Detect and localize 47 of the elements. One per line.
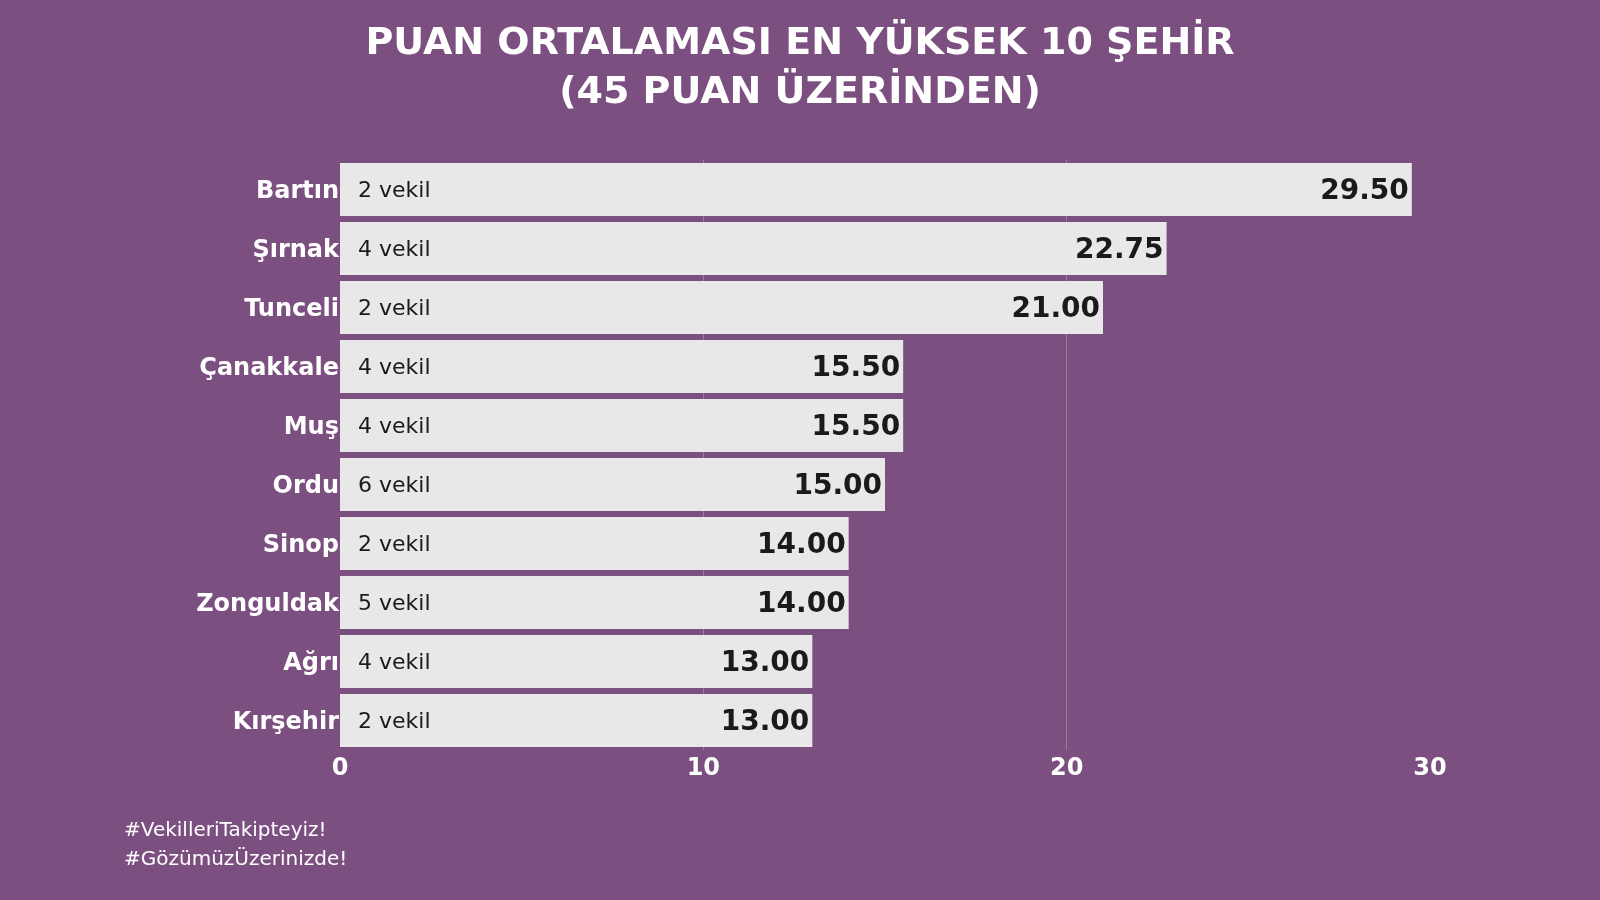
data-label: 21.00 (1011, 291, 1100, 324)
annotation: 2 vekil (358, 177, 431, 202)
x-tick-label: 10 (686, 753, 721, 781)
annotation: 5 vekil (358, 590, 431, 615)
annotation: 6 vekil (358, 472, 431, 497)
annotation: 2 vekil (358, 295, 431, 320)
data-label: 13.00 (720, 645, 810, 678)
y-tick-label: Ağrı (283, 647, 339, 676)
y-tick-label: Bartın (255, 175, 339, 204)
y-tick-label: Sinop (262, 529, 339, 558)
data-label: 14.00 (757, 527, 846, 560)
bar (340, 516, 849, 571)
y-tick-label: Zonguldak (196, 588, 341, 617)
bar (340, 457, 885, 512)
bar (340, 221, 1167, 276)
annotation: 4 vekil (358, 649, 431, 674)
chart-title: PUAN ORTALAMASI EN YÜKSEK 10 ŞEHİR (45 PUAN ÜZERİNDEN) (365, 19, 1235, 113)
annotation: 2 vekil (358, 531, 431, 556)
text: #VekilleriTakipteyiz! (124, 817, 327, 841)
bar (340, 575, 849, 630)
text: #GözümüzÜzerinizde! (124, 846, 348, 870)
y-tick-label: Muş (283, 411, 339, 440)
y-tick-label: Şırnak (252, 234, 341, 263)
bar (340, 339, 904, 394)
data-label: 29.50 (1320, 173, 1409, 206)
x-tick-label: 0 (331, 753, 349, 781)
annotation: 4 vekil (358, 413, 431, 438)
annotation: 2 vekil (358, 708, 431, 733)
annotation: 4 vekil (358, 354, 431, 379)
annotation: 4 vekil (358, 236, 431, 261)
data-label: 14.00 (757, 586, 846, 619)
bar (340, 693, 813, 748)
data-label: 15.50 (811, 409, 901, 442)
data-label: 15.00 (793, 468, 882, 501)
x-tick-label: 30 (1413, 753, 1447, 781)
data-label: 22.75 (1075, 232, 1164, 265)
y-tick-label: Çanakkale (199, 352, 339, 381)
x-tick-label: 20 (1049, 753, 1084, 781)
bar (340, 398, 904, 453)
bar (340, 280, 1103, 335)
bar (340, 634, 813, 689)
data-label: 15.50 (811, 350, 901, 383)
bar (340, 162, 1412, 217)
y-tick-label: Tunceli (244, 293, 339, 322)
y-tick-label: Ordu (272, 470, 339, 499)
data-label: 13.00 (720, 704, 810, 737)
y-tick-label: Kırşehir (232, 706, 340, 735)
